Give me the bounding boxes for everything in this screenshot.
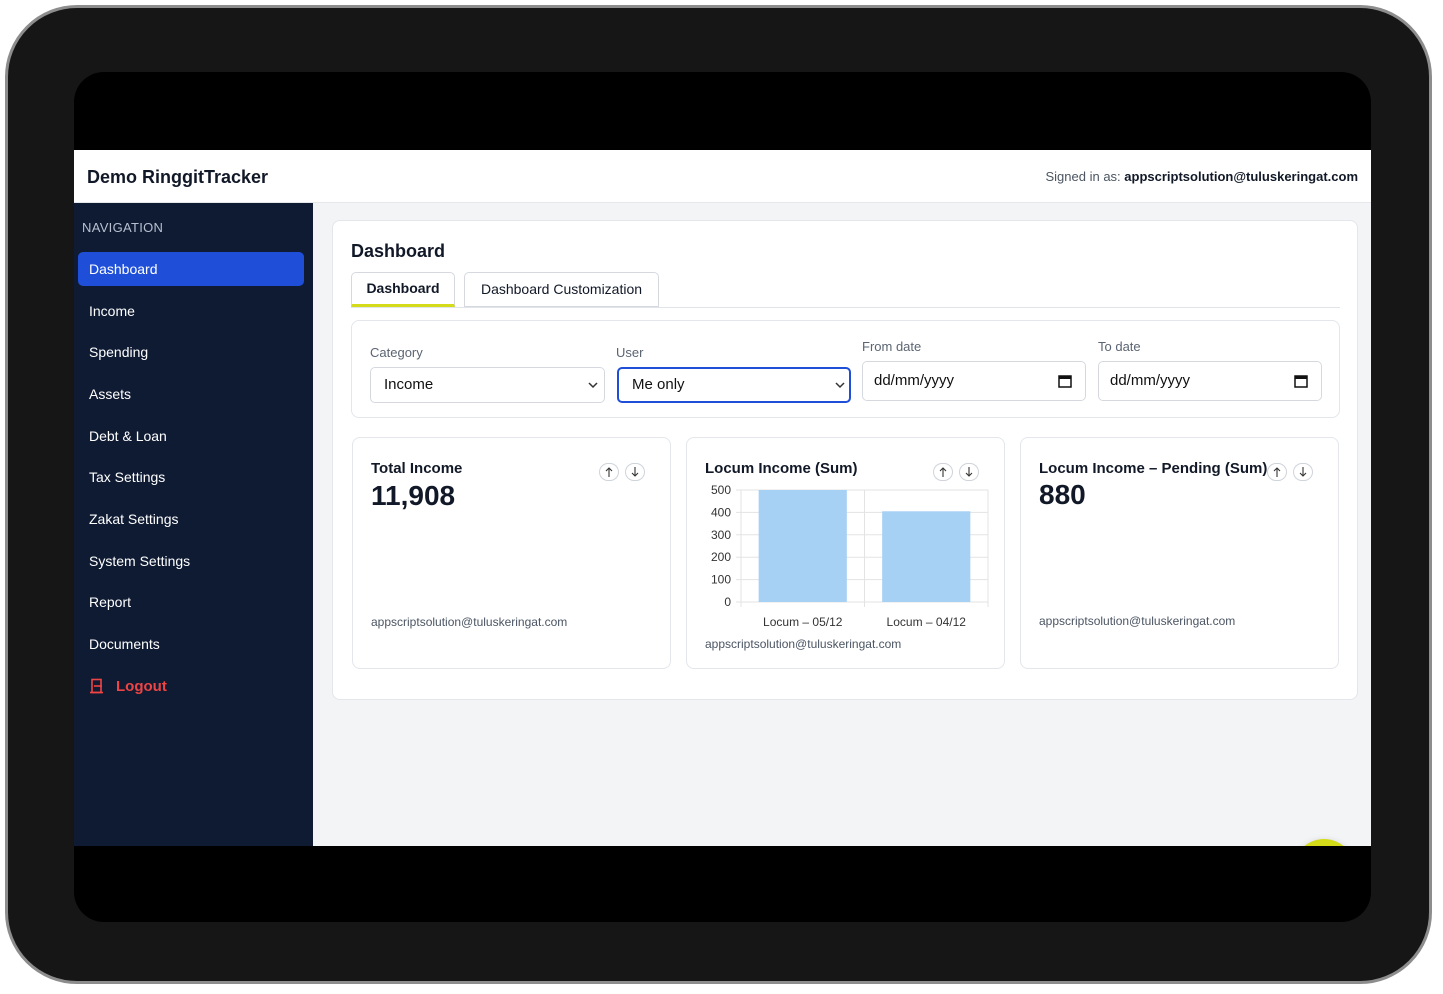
signed-in: Signed in as: appscriptsolution@tulusker… — [1046, 169, 1359, 184]
widget-title: Locum Income (Sum) — [705, 460, 858, 477]
logout-label: Logout — [116, 677, 167, 695]
nav-item[interactable]: Assets — [89, 386, 132, 402]
y-tick-label: 300 — [711, 528, 731, 542]
signed-in-label: Signed in as: — [1045, 169, 1121, 184]
from-date[interactable]: dd/mm/yyyy — [862, 361, 1086, 401]
y-tick-label: 100 — [711, 573, 731, 587]
arrow-down — [631, 467, 639, 477]
nav-item[interactable]: Dashboard — [78, 252, 304, 286]
y-tick-label: 200 — [711, 550, 731, 564]
move-up-button[interactable] — [1267, 463, 1287, 481]
signed-in-email: appscriptsolution@tuluskeringat.com — [1124, 169, 1358, 184]
page-title: Dashboard — [351, 241, 446, 261]
nav-heading: NAVIGATION — [82, 220, 164, 235]
y-tick-label: 500 — [711, 483, 731, 497]
widget-footer: appscriptsolution@tuluskeringat.com — [371, 615, 568, 629]
widget-title: Locum Income – Pending (Sum) — [1039, 460, 1268, 477]
calendar-icon — [1294, 375, 1308, 388]
date-placeholder: dd/mm/yyyy — [1110, 372, 1191, 389]
select-value: Me only — [632, 376, 685, 393]
chevron — [835, 382, 845, 389]
arrow-up — [1273, 467, 1281, 477]
widget-card: Locum Income (Sum) 0 100 200 300 400 500 Locum… — [686, 437, 1005, 669]
filter-label: Category — [370, 345, 423, 360]
tab[interactable]: Dashboard Customization — [464, 272, 659, 307]
arrow-up — [605, 467, 613, 477]
bar — [882, 511, 971, 602]
select-value: Income — [384, 376, 434, 393]
tab-divider — [351, 307, 1340, 308]
x-tick-label: Locum – 04/12 — [887, 615, 967, 629]
filter-card: Category Income User Me only From date d… — [351, 320, 1340, 418]
arrow-up — [939, 467, 947, 477]
widget-card: Locum Income – Pending (Sum) 880 appscri… — [1020, 437, 1339, 669]
move-up-button[interactable] — [599, 463, 619, 481]
tab[interactable]: Dashboard — [351, 272, 455, 307]
category-select[interactable]: Income — [370, 367, 605, 403]
y-tick-label: 400 — [711, 505, 731, 519]
logout-icon — [90, 678, 103, 694]
nav-item[interactable]: Debt & Loan — [89, 428, 167, 444]
bar-chart: 0 100 200 300 400 500 Locum – 05/12 Locum – 04/… — [711, 483, 989, 629]
user-select[interactable]: Me only — [617, 367, 851, 403]
y-tick-label: 0 — [724, 595, 731, 609]
arrow-down — [965, 467, 973, 477]
widget-value: 880 — [1039, 479, 1086, 510]
to-date[interactable]: dd/mm/yyyy — [1098, 361, 1322, 401]
calendar-icon — [1058, 375, 1072, 388]
filter-label: From date — [862, 339, 922, 354]
nav-item[interactable]: Spending — [89, 344, 149, 360]
logout[interactable]: Logout — [89, 674, 167, 698]
assistant-button[interactable] — [1293, 839, 1355, 846]
screen: Demo RinggitTracker Signed in as: appscr… — [74, 72, 1371, 922]
dashboard-panel: Dashboard Dashboard Dashboard Customizat… — [332, 220, 1358, 700]
filter-label: To date — [1098, 339, 1141, 354]
x-tick-label: Locum – 05/12 — [763, 615, 843, 629]
nav-item[interactable]: Report — [89, 594, 132, 610]
date-placeholder: dd/mm/yyyy — [874, 372, 955, 389]
move-down-button[interactable] — [959, 463, 979, 481]
widget-footer: appscriptsolution@tuluskeringat.com — [1039, 614, 1236, 628]
move-up-button[interactable] — [933, 463, 953, 481]
bar — [758, 490, 847, 602]
widget-card: Total Income 11,908 appscriptsolution@tu… — [352, 437, 671, 669]
widget-footer: appscriptsolution@tuluskeringat.com — [705, 637, 902, 651]
nav-item[interactable]: Income — [89, 303, 135, 319]
sparkle-icon — [1293, 839, 1355, 846]
widget-title: Total Income — [371, 460, 463, 477]
chevron — [588, 382, 598, 389]
filter-label: User — [616, 345, 644, 360]
arrow-down — [1299, 467, 1307, 477]
move-down-button[interactable] — [1293, 463, 1313, 481]
widget-value: 11,908 — [371, 480, 456, 511]
sidebar: NAVIGATION Dashboard Income Spending Assets… — [74, 203, 313, 846]
nav-item[interactable]: Zakat Settings — [89, 511, 179, 527]
nav-item[interactable]: System Settings — [89, 553, 191, 569]
nav-item[interactable]: Tax Settings — [89, 469, 166, 485]
nav-item[interactable]: Documents — [89, 636, 160, 652]
top-bar: Demo RinggitTracker Signed in as: appscr… — [74, 150, 1371, 203]
app: Demo RinggitTracker Signed in as: appscr… — [74, 150, 1371, 846]
move-down-button[interactable] — [625, 463, 645, 481]
app-title: Demo RinggitTracker — [87, 167, 269, 187]
